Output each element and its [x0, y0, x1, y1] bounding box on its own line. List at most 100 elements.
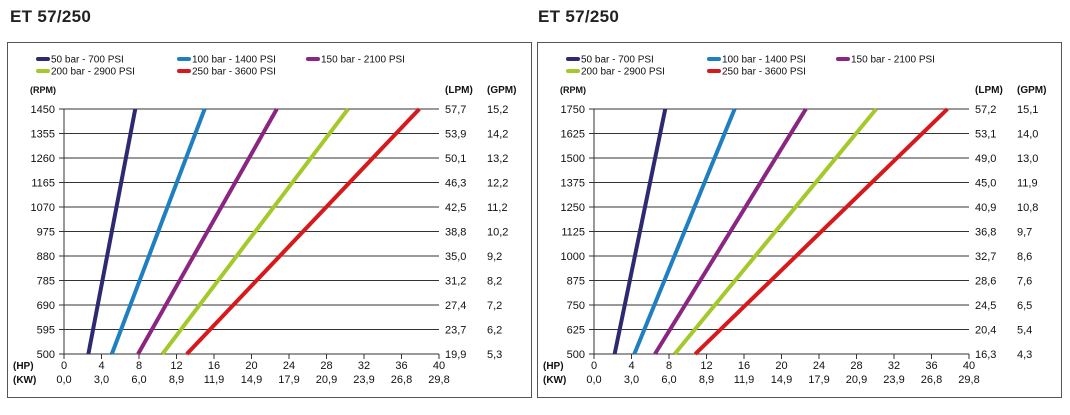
lpm-value: 32,7 — [975, 251, 996, 263]
legend-label: 100 bar - 1400 PSI — [192, 55, 276, 66]
hp-tick-label: 36 — [925, 360, 937, 372]
hp-tick-label: 40 — [433, 360, 445, 372]
kw-tick-label: 29,8 — [428, 374, 449, 386]
lpm-value: 40,9 — [975, 202, 996, 214]
y-tick-label: 500 — [37, 349, 55, 361]
y-tick-label: 1000 — [561, 251, 585, 263]
y-tick-label: 690 — [37, 300, 55, 312]
gpm-value: 12,2 — [487, 178, 508, 190]
hp-tick-label: 32 — [358, 360, 370, 372]
y-tick-label: 880 — [37, 251, 55, 263]
y-tick-label: 625 — [567, 325, 585, 337]
kw-tick-label: 14,9 — [771, 374, 792, 386]
lpm-value: 19,9 — [445, 349, 466, 361]
kw-unit-label: (KW) — [13, 375, 36, 386]
lpm-value: 28,6 — [975, 276, 996, 288]
y-tick-label: 1450 — [31, 104, 55, 116]
hp-tick-label: 28 — [850, 360, 862, 372]
y-tick-label: 1070 — [31, 202, 55, 214]
chart-title-left: ET 57/250 — [10, 7, 92, 26]
lpm-value: 53,1 — [975, 129, 996, 141]
lpm-value: 35,0 — [445, 251, 466, 263]
legend-label: 150 bar - 2100 PSI — [851, 55, 935, 66]
y-tick-label: 500 — [567, 349, 585, 361]
kw-tick-label: 3,0 — [624, 374, 639, 386]
legend-label: 200 bar - 2900 PSI — [581, 67, 665, 78]
hp-tick-label: 20 — [775, 360, 787, 372]
gpm-value: 13,0 — [1017, 153, 1038, 165]
y-tick-label: 1250 — [561, 202, 585, 214]
lpm-value: 27,4 — [445, 300, 466, 312]
hp-tick-label: 40 — [963, 360, 975, 372]
series-line — [653, 107, 808, 356]
gpm-value: 8,6 — [1017, 251, 1032, 263]
y-tick-label: 1625 — [561, 129, 585, 141]
hp-tick-label: 0 — [591, 360, 597, 372]
lpm-value: 23,7 — [445, 325, 466, 337]
series-line — [673, 107, 878, 356]
y-tick-label: 1125 — [561, 227, 585, 239]
hp-tick-label: 12 — [170, 360, 182, 372]
lpm-value: 16,3 — [975, 349, 996, 361]
legend-label: 250 bar - 3600 PSI — [192, 67, 276, 78]
kw-tick-label: 11,9 — [734, 374, 755, 386]
kw-tick-label: 26,8 — [391, 374, 412, 386]
chart-panel-left: 50 bar - 700 PSI 100 bar - 1400 PSI 150 ba… — [7, 42, 532, 398]
legend-label: 200 bar - 2900 PSI — [51, 67, 135, 78]
gpm-value: 5,4 — [1017, 325, 1032, 337]
kw-tick-label: 14,9 — [241, 374, 262, 386]
lpm-value: 49,0 — [975, 153, 996, 165]
series-line — [185, 107, 421, 356]
kw-tick-label: 29,8 — [958, 374, 979, 386]
chart-title-right: ET 57/250 — [538, 7, 620, 26]
legend-label: 50 bar - 700 PSI — [581, 55, 654, 66]
y-tick-label: 1260 — [31, 153, 55, 165]
lpm-value: 31,2 — [445, 276, 466, 288]
lpm-value: 50,1 — [445, 153, 466, 165]
legend-label: 150 bar - 2100 PSI — [321, 55, 405, 66]
lpm-value: 36,8 — [975, 227, 996, 239]
lpm-value: 53,9 — [445, 129, 466, 141]
gpm-value: 10,8 — [1017, 202, 1038, 214]
gpm-value: 14,2 — [487, 129, 508, 141]
y-tick-label: 1500 — [561, 153, 585, 165]
gpm-value: 4,3 — [1017, 349, 1032, 361]
gpm-value: 13,2 — [487, 153, 508, 165]
hp-tick-label: 36 — [395, 360, 407, 372]
hp-tick-label: 8 — [666, 360, 672, 372]
lpm-value: 24,5 — [975, 300, 996, 312]
gpm-value: 7,2 — [487, 300, 502, 312]
hp-tick-label: 12 — [700, 360, 712, 372]
kw-tick-label: 0,0 — [56, 374, 71, 386]
lpm-value: 45,0 — [975, 178, 996, 190]
series-line — [160, 107, 350, 356]
legend-label: 100 bar - 1400 PSI — [722, 55, 806, 66]
hp-unit-label: (HP) — [13, 361, 34, 372]
lpm-value: 20,4 — [975, 325, 996, 337]
lpm-value: 57,2 — [975, 104, 996, 116]
y-tick-label: 785 — [37, 276, 55, 288]
y-tick-label: 975 — [37, 227, 55, 239]
gpm-value: 11,2 — [487, 202, 508, 214]
y-tick-label: 1750 — [561, 104, 585, 116]
kw-tick-label: 11,9 — [204, 374, 225, 386]
y-tick-label: 595 — [37, 325, 55, 337]
chart-panel-right: 50 bar - 700 PSI 100 bar - 1400 PSI 150 ba… — [537, 42, 1062, 398]
y-unit-label: (RPM) — [30, 85, 56, 95]
hp-tick-label: 0 — [61, 360, 67, 372]
kw-tick-label: 26,8 — [921, 374, 942, 386]
series-line — [632, 108, 737, 355]
y-tick-label: 1355 — [31, 129, 55, 141]
gpm-unit-label: (GPM) — [1017, 85, 1046, 96]
gpm-value: 6,2 — [487, 325, 502, 337]
legend-label: 250 bar - 3600 PSI — [722, 67, 806, 78]
lpm-unit-label: (LPM) — [445, 85, 473, 96]
kw-tick-label: 6,0 — [661, 374, 676, 386]
hp-tick-label: 4 — [98, 360, 104, 372]
gpm-value: 15,2 — [487, 104, 508, 116]
lpm-value: 46,3 — [445, 178, 466, 190]
hp-tick-label: 16 — [738, 360, 750, 372]
hp-tick-label: 8 — [136, 360, 142, 372]
y-tick-label: 1165 — [31, 178, 55, 190]
lpm-unit-label: (LPM) — [975, 85, 1003, 96]
